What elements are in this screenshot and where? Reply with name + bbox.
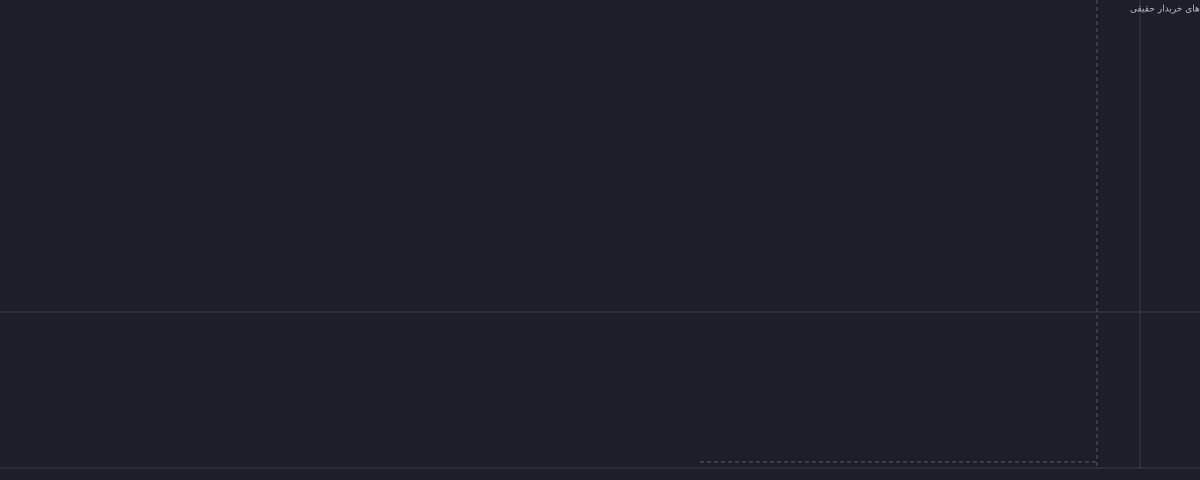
chart-title: معاملات خرد سهام، حق تقدم و صندوق های سه…	[1130, 5, 1200, 15]
